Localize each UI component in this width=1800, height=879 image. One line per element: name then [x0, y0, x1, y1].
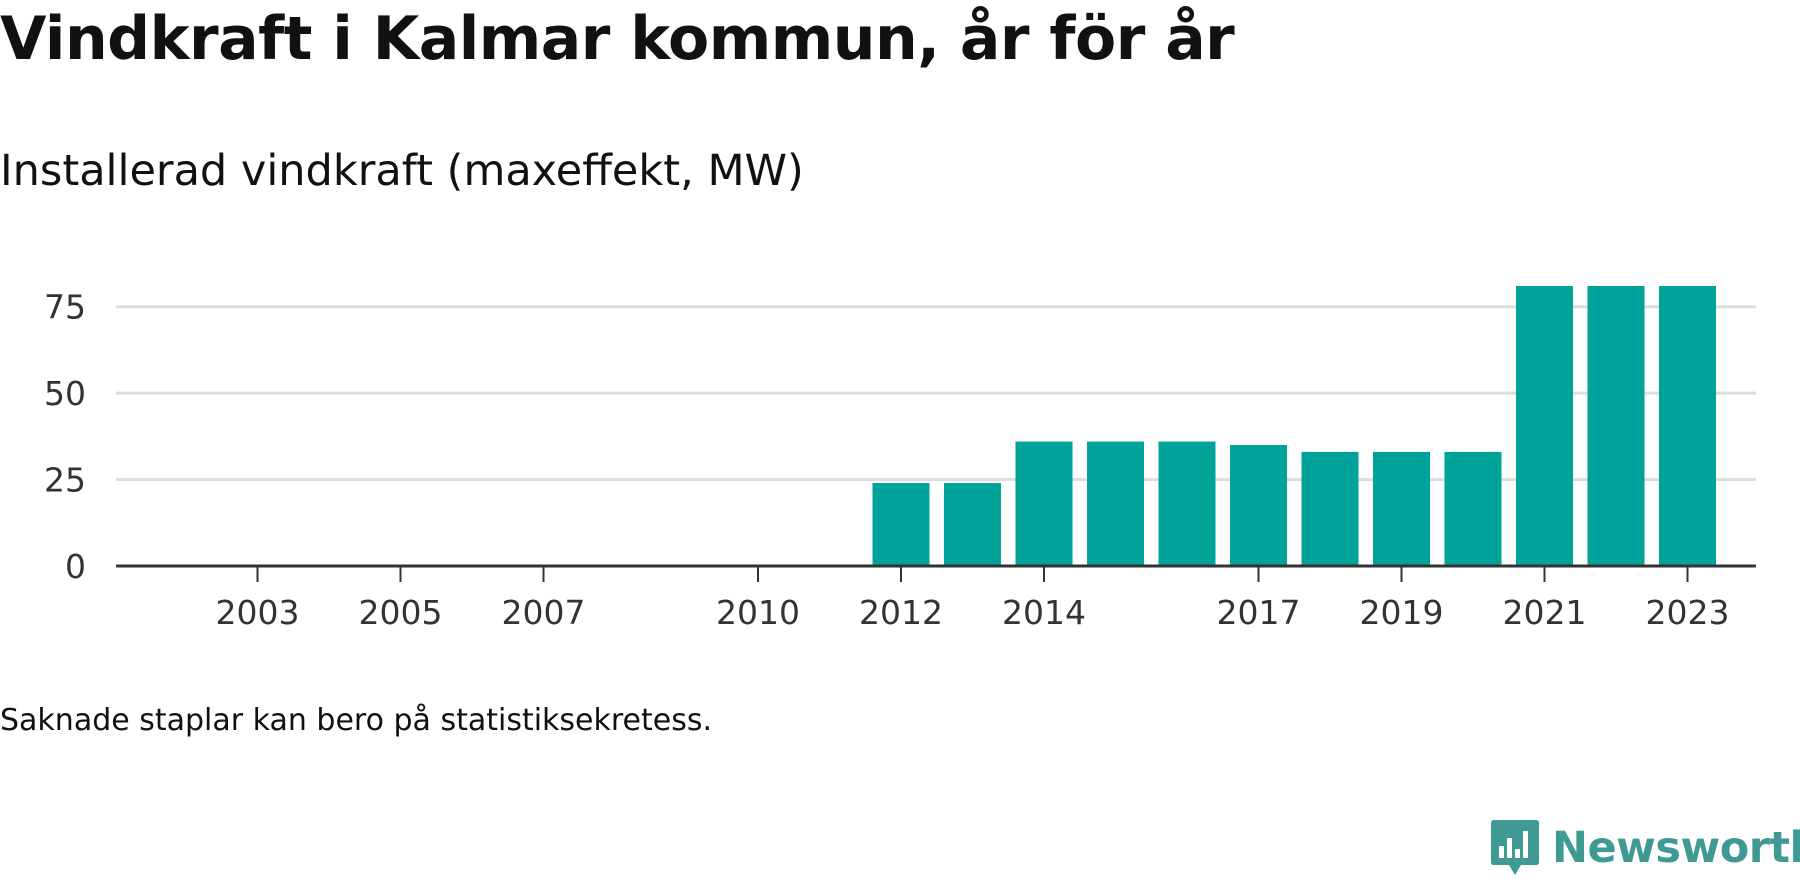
bars	[872, 286, 1716, 566]
x-tick-label: 2010	[716, 593, 800, 632]
x-tick-label: 2021	[1503, 593, 1587, 632]
newsworthy-icon	[1491, 820, 1539, 875]
bar-2016	[1158, 441, 1216, 566]
bar-2021	[1516, 286, 1573, 566]
y-tick-label: 75	[44, 288, 86, 327]
bar-chart: 0 25 50 75 2003 2005 2007 2010 2012 2014 2017 2019 2…	[44, 286, 1756, 632]
bar-2023	[1659, 286, 1716, 566]
x-tick-label: 2014	[1002, 593, 1086, 632]
grid-lines	[116, 305, 1756, 482]
brand-logo: Newsworthy	[1490, 818, 1800, 878]
x-tick-label: 2019	[1360, 593, 1444, 632]
bar-2013	[944, 483, 1001, 566]
y-tick-label: 0	[65, 547, 86, 586]
x-tick-label: 2003	[216, 593, 300, 632]
bar-2022	[1587, 286, 1645, 566]
y-tick-label: 50	[44, 374, 86, 413]
x-tick-label: 2017	[1217, 593, 1301, 632]
brand-name: Newsworthy	[1552, 823, 1800, 873]
bar-2017	[1230, 445, 1287, 566]
bar-2015	[1087, 441, 1144, 566]
chart-title: Vindkraft i Kalmar kommun, år för år	[0, 4, 1235, 74]
x-tick-label: 2012	[859, 593, 943, 632]
x-tick-label: 2007	[502, 593, 586, 632]
footnote: Saknade staplar kan bero på statistiksek…	[0, 703, 713, 738]
x-tick-label: 2023	[1646, 593, 1730, 632]
chart-subtitle: Installerad vindkraft (maxeffekt, MW)	[0, 146, 804, 196]
bar-2019	[1373, 451, 1430, 566]
bar-2018	[1301, 451, 1359, 566]
bar-2012	[872, 483, 930, 566]
x-tick-label: 2005	[359, 593, 443, 632]
bar-2014	[1015, 441, 1073, 566]
axes: 0 25 50 75 2003 2005 2007 2010 2012 2014 2017 2019 2…	[44, 288, 1756, 632]
y-tick-label: 25	[44, 461, 86, 500]
bar-2020	[1444, 451, 1502, 566]
